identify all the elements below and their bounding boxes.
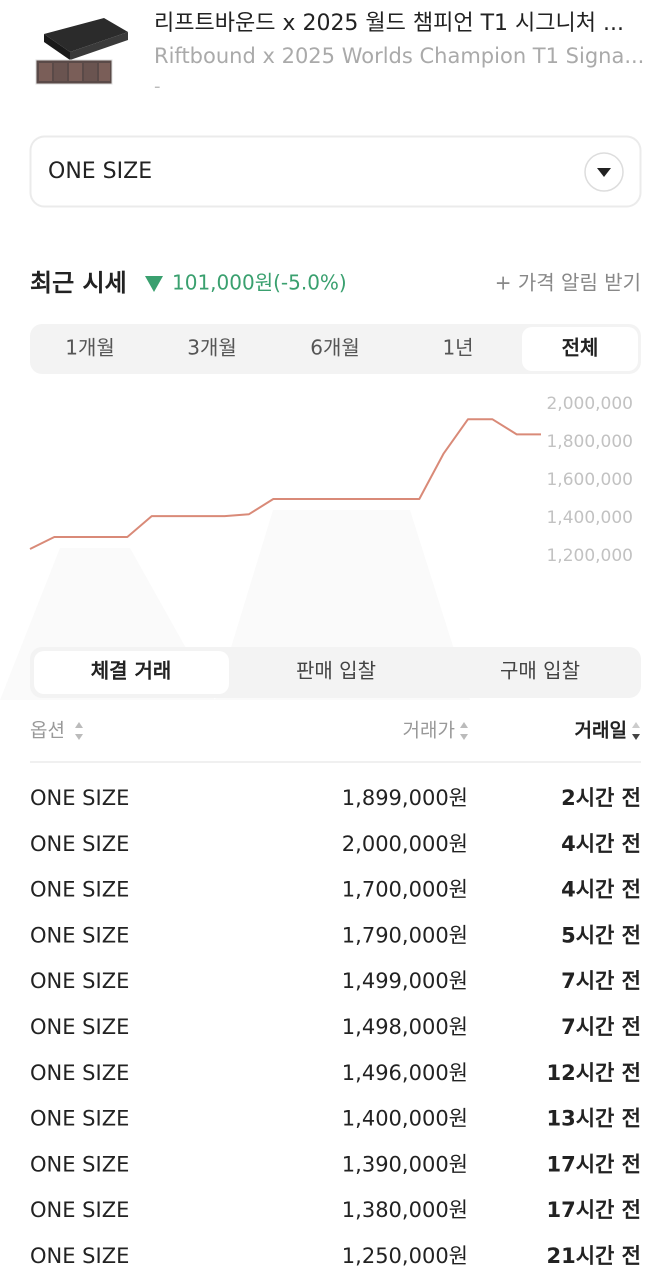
price-line [29, 418, 541, 550]
trade-time: 17시간 전 [547, 1152, 642, 1176]
trade-option: ONE SIZE [30, 969, 129, 993]
trade-tab[interactable]: 체결 거래 [91, 659, 172, 683]
sort-icon [460, 734, 468, 740]
trade-price: 1,899,000원 [342, 786, 468, 810]
trade-option: ONE SIZE [30, 1015, 129, 1039]
y-tick-label: 1,800,000 [546, 432, 633, 452]
sort-icon [632, 722, 640, 728]
period-tab-active [522, 327, 638, 371]
trade-price: 1,250,000원 [342, 1244, 468, 1268]
trade-price: 1,499,000원 [342, 969, 468, 993]
sort-icon [460, 722, 468, 728]
trade-price: 1,400,000원 [342, 1107, 468, 1131]
product-image[interactable] [30, 8, 130, 88]
size-select[interactable] [29, 135, 642, 208]
trade-time: 4시간 전 [561, 832, 641, 856]
table-header[interactable]: 거래일 [575, 720, 627, 742]
trade-time: 13시간 전 [547, 1107, 642, 1131]
trade-time: 7시간 전 [561, 1015, 641, 1039]
down-icon [145, 276, 163, 292]
price-change: 101,000원(-5.0%) [172, 271, 347, 295]
y-tick-label: 1,400,000 [546, 508, 633, 528]
trade-time: 21시간 전 [547, 1244, 642, 1268]
trade-time: 5시간 전 [561, 923, 641, 947]
table-header[interactable]: 옵션 [30, 720, 65, 742]
trade-time: 2시간 전 [561, 786, 641, 810]
period-tabs [30, 324, 641, 374]
sort-icon [75, 734, 83, 740]
sort-icon [632, 734, 640, 740]
trade-option: ONE SIZE [30, 1061, 129, 1085]
trade-price: 1,496,000원 [342, 1061, 468, 1085]
period-tab[interactable]: 1년 [442, 336, 473, 360]
trade-tab[interactable]: 구매 입찰 [500, 659, 580, 683]
y-tick-label: 1,200,000 [546, 546, 633, 566]
period-tab[interactable]: 전체 [562, 336, 599, 360]
trade-option: ONE SIZE [30, 786, 129, 810]
product-note: - [154, 76, 161, 97]
price-alert-link[interactable]: + 가격 알림 받기 [495, 271, 641, 295]
size-select-value: ONE SIZE [48, 159, 152, 184]
trade-time: 12시간 전 [547, 1061, 642, 1085]
trade-option: ONE SIZE [30, 923, 129, 947]
trade-option: ONE SIZE [30, 1198, 129, 1222]
trade-option: ONE SIZE [30, 832, 129, 856]
trade-price: 1,790,000원 [342, 923, 468, 947]
trade-option: ONE SIZE [30, 1152, 129, 1176]
price-label: 최근 시세 [30, 269, 127, 297]
trade-price: 1,700,000원 [342, 878, 468, 902]
trade-tab-active [34, 651, 229, 694]
product-title: 리프트바운드 x 2025 월드 챔피언 T1 시그니처 ... [154, 11, 624, 36]
trade-time: 4시간 전 [561, 878, 641, 902]
trade-price: 2,000,000원 [342, 832, 468, 856]
trade-option: ONE SIZE [30, 1244, 129, 1268]
y-tick-label: 1,600,000 [546, 470, 633, 490]
period-tab[interactable]: 3개월 [187, 336, 237, 360]
trade-time: 7시간 전 [561, 969, 641, 993]
period-tab[interactable]: 6개월 [310, 336, 360, 360]
sort-icon [75, 722, 83, 728]
trade-price: 1,380,000원 [342, 1198, 468, 1222]
trade-time: 17시간 전 [547, 1198, 642, 1222]
product-subtitle: Riftbound x 2025 Worlds Champion T1 Sign… [154, 44, 644, 68]
trade-price: 1,390,000원 [342, 1152, 468, 1176]
y-tick-label: 2,000,000 [546, 394, 633, 414]
trade-tab[interactable]: 판매 입찰 [296, 659, 376, 683]
period-tab[interactable]: 1개월 [65, 336, 115, 360]
trade-option: ONE SIZE [30, 878, 129, 902]
table-header[interactable]: 거래가 [403, 720, 455, 742]
trade-price: 1,498,000원 [342, 1015, 468, 1039]
trade-option: ONE SIZE [30, 1107, 129, 1131]
